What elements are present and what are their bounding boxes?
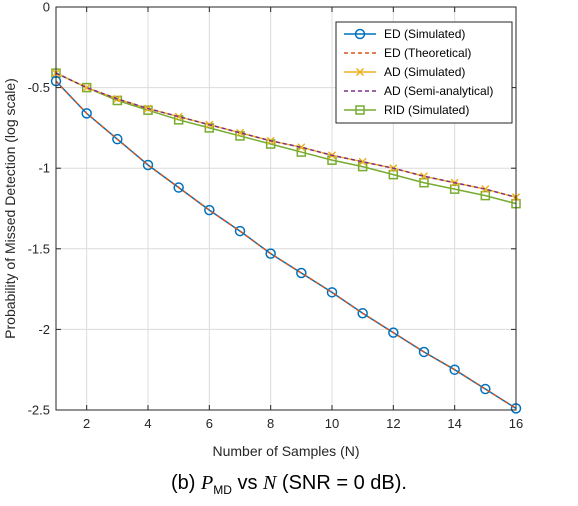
series-line [55, 72, 517, 205]
caption-suffix: (SNR = 0 dB). [276, 472, 407, 494]
y-tick-label: -1 [38, 161, 50, 176]
data-point [112, 133, 123, 145]
data-point [234, 225, 246, 237]
legend-label: ED (Theoretical) [384, 46, 471, 60]
legend-label: RID (Simulated) [384, 103, 469, 117]
series-ad-semi-analytical [55, 72, 517, 198]
caption-prefix: (b) [171, 472, 202, 494]
marker-stroke [297, 143, 306, 152]
legend-entry: ED (Theoretical) [344, 46, 471, 60]
caption-p-subscript: MD [213, 483, 232, 497]
marker-stroke [355, 67, 365, 77]
legend-label: ED (Simulated) [384, 27, 465, 41]
legend-label: AD (Simulated) [384, 65, 465, 79]
axes [55, 6, 517, 411]
data-point [357, 308, 368, 319]
data-point [388, 169, 399, 180]
legend-entry: AD (Simulated) [344, 65, 465, 79]
y-tick-label: -2.5 [28, 403, 50, 418]
data-point [142, 159, 154, 171]
x-axis-label: Number of Samples (N) [212, 443, 359, 459]
series-line [55, 72, 517, 198]
legend-entry: ED (Simulated) [344, 27, 465, 41]
data-point [480, 383, 491, 395]
y-tick-label: -0.5 [28, 80, 50, 95]
figure-caption: (b) PMD vs N (SNR = 0 dB). [0, 472, 578, 497]
marker-stroke [235, 128, 245, 137]
legend-marker [355, 105, 365, 115]
x-tick-label: 12 [386, 416, 400, 431]
marker-stroke [174, 112, 183, 121]
data-point [204, 204, 215, 216]
series-line [55, 80, 517, 410]
data-point [358, 157, 367, 166]
data-point [418, 346, 430, 358]
legend-marker [355, 67, 365, 77]
data-point [481, 185, 490, 194]
legend: ED (Simulated) ED (Theoretical) AD (Simula… [335, 21, 513, 124]
x-tick-label: 8 [267, 416, 274, 431]
data-point [81, 108, 92, 119]
data-point [174, 112, 183, 121]
data-point [296, 267, 307, 279]
data-point [82, 83, 91, 92]
marker-stroke [82, 83, 91, 92]
data-point [326, 287, 338, 298]
data-point [419, 172, 429, 181]
legend-entry: AD (Semi-analytical) [344, 84, 493, 98]
data-point [419, 177, 429, 188]
legend-label: AD (Semi-analytical) [384, 84, 493, 98]
legend-entry: RID (Simulated) [344, 103, 469, 117]
caption-n-symbol: N [263, 472, 277, 494]
x-tick-label: 4 [144, 416, 151, 431]
data-point [265, 248, 276, 259]
data-point [388, 327, 399, 338]
x-tick-label: 2 [83, 416, 90, 431]
legend-marker [354, 28, 366, 40]
data-point [449, 364, 460, 375]
data-point [449, 184, 460, 194]
plot-frame [55, 6, 517, 411]
data-point [235, 128, 245, 137]
x-tick-label: 10 [325, 416, 339, 431]
data-point [297, 143, 306, 152]
data-point [480, 190, 491, 201]
y-tick-label: -1.5 [28, 241, 50, 256]
marker-stroke [481, 185, 490, 194]
x-tick-label: 16 [509, 416, 523, 431]
x-tick-label: 14 [447, 416, 461, 431]
caption-p-symbol: P [201, 472, 214, 494]
data-point [81, 82, 92, 93]
tick-labels: 2 4 6 8 10 12 14 16 0 -0.5 -1 -1.5 -2 -2.5 [28, 0, 524, 431]
data-point [173, 182, 184, 193]
y-axis-label: Probability of Missed Detection (log sca… [2, 78, 18, 339]
series-ed-theoretical [55, 80, 517, 410]
x-tick-label: 6 [206, 416, 213, 431]
marker-stroke [358, 157, 367, 166]
chart: 2 4 6 8 10 12 14 16 0 -0.5 -1 -1.5 -2 -2.5 Number of … [2, 0, 524, 459]
y-tick-label: -2 [38, 322, 50, 337]
caption-vs: vs [231, 472, 264, 494]
y-tick-label: 0 [43, 0, 50, 15]
marker-stroke [419, 172, 429, 181]
